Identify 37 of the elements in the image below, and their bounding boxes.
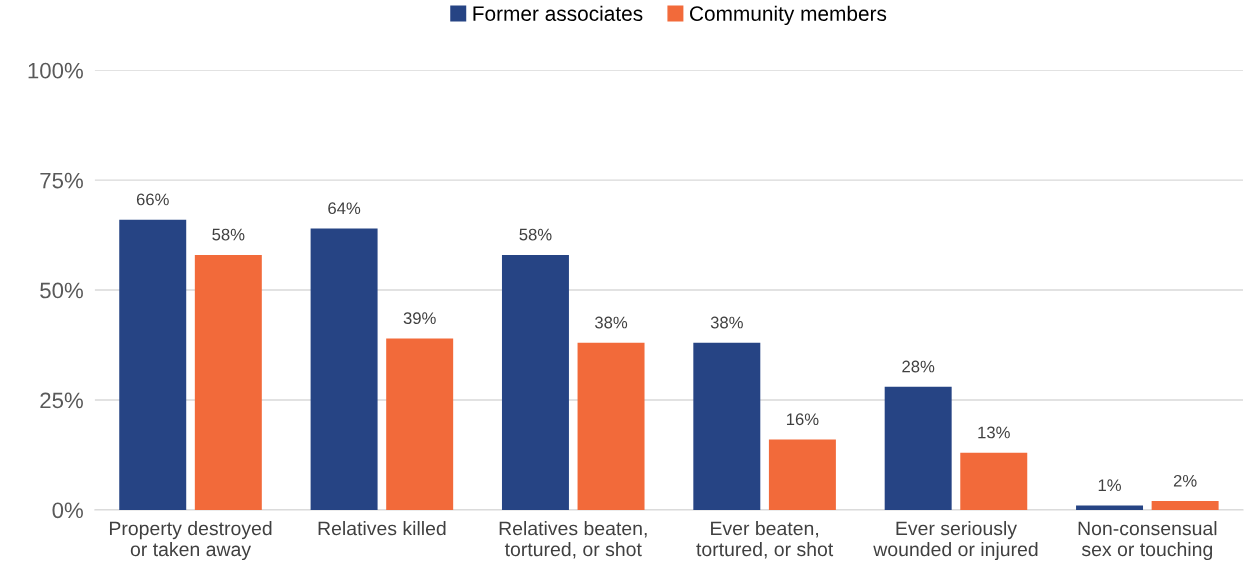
y-tick-label: 0% [52,502,83,519]
bar [1076,505,1144,510]
y-tick-label: 25% [40,392,83,409]
data-label: 13% [978,426,1010,439]
y-tick-label: 75% [40,172,83,189]
data-label: 66% [136,193,169,206]
y-tick-label: 100% [28,62,83,79]
x-tick-label: Ever beaten, tortured, or shot [696,521,834,559]
bar [1151,501,1219,510]
bar [577,342,645,510]
x-tick-label: Relatives killed [318,521,446,536]
data-label: 2% [1173,474,1197,487]
data-label: 16% [786,413,819,426]
data-label: 39% [403,312,436,325]
legend-label: Former associates [473,5,643,21]
x-tick-label: Ever seriously wounded or injured [873,521,1038,561]
bar [310,228,378,510]
data-label: 1% [1098,479,1121,492]
data-label: 38% [710,316,743,329]
legend-label: Community members [690,5,887,26]
bar [501,254,569,510]
data-label: 58% [519,228,552,241]
x-tick-label: Property destroyed or taken away [109,521,272,561]
bar [768,439,836,510]
x-tick-label: Non-consensual sex or touching [1078,521,1217,561]
y-tick-label: 50% [40,282,83,299]
x-tick-label: Relatives beaten, tortured, or shot [499,521,647,559]
bar [119,219,187,510]
bar [693,342,761,510]
bar [960,452,1028,510]
data-label: 58% [212,228,245,241]
data-label: 64% [328,202,361,215]
bar [386,338,454,510]
data-label: 28% [902,360,935,373]
bar [884,386,952,510]
data-label: 38% [595,316,628,329]
bar [194,254,262,510]
